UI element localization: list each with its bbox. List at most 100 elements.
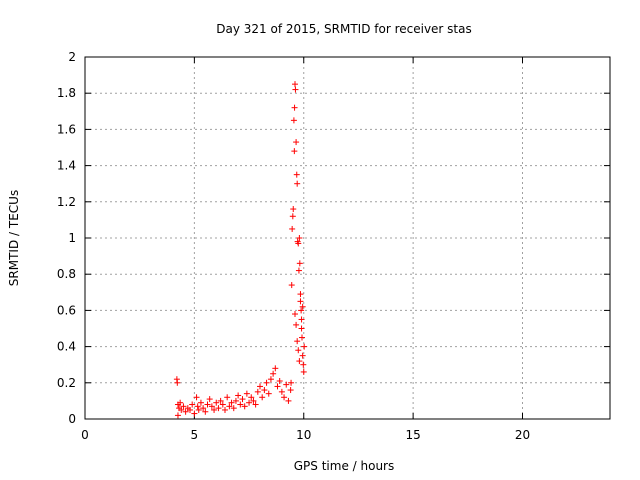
data-point bbox=[299, 352, 306, 359]
scatter-points bbox=[173, 81, 308, 419]
y-tick-label: 0.2 bbox=[57, 376, 76, 390]
x-tick-label: 15 bbox=[405, 428, 420, 442]
data-point bbox=[296, 235, 303, 241]
data-point bbox=[289, 225, 296, 232]
data-point bbox=[293, 321, 300, 328]
y-tick-label: 1.8 bbox=[57, 86, 76, 100]
x-tick-label: 20 bbox=[515, 428, 530, 442]
data-point bbox=[208, 403, 215, 410]
data-point bbox=[174, 379, 181, 386]
data-point bbox=[261, 387, 268, 394]
data-point bbox=[270, 370, 277, 377]
data-point bbox=[298, 325, 305, 332]
data-point bbox=[285, 397, 292, 404]
data-point bbox=[230, 405, 237, 412]
y-tick-label: 0.8 bbox=[57, 267, 76, 281]
data-point bbox=[299, 334, 305, 341]
data-point bbox=[217, 397, 224, 404]
x-tick-label: 5 bbox=[191, 428, 199, 442]
data-point bbox=[222, 406, 228, 413]
x-axis-label: GPS time / hours bbox=[294, 459, 395, 473]
data-point bbox=[299, 303, 306, 310]
data-point bbox=[293, 139, 300, 146]
data-point bbox=[213, 399, 220, 406]
data-point bbox=[297, 298, 304, 305]
data-point bbox=[226, 403, 233, 410]
data-point bbox=[246, 399, 253, 406]
data-point bbox=[206, 396, 213, 403]
y-axis-label: SRMTID / TECUs bbox=[7, 190, 21, 286]
data-point bbox=[180, 403, 187, 410]
data-point bbox=[243, 390, 250, 397]
data-point bbox=[290, 206, 297, 213]
y-axis: 0 0.2 0.4 0.6 0.8 1 1.2 1.4 1.6 1.8 2 bbox=[57, 50, 610, 426]
data-point bbox=[289, 213, 296, 220]
data-point bbox=[276, 377, 283, 384]
data-point bbox=[290, 117, 297, 124]
data-point bbox=[294, 338, 301, 345]
data-point bbox=[259, 394, 266, 401]
y-tick-label: 1.2 bbox=[57, 195, 76, 209]
grid bbox=[85, 57, 610, 419]
data-point bbox=[267, 376, 274, 383]
data-point bbox=[292, 311, 298, 318]
data-point bbox=[274, 383, 281, 390]
data-point bbox=[235, 392, 242, 399]
data-point bbox=[187, 406, 193, 413]
data-point bbox=[182, 408, 189, 415]
data-point bbox=[189, 401, 196, 408]
data-point bbox=[283, 381, 290, 388]
data-point bbox=[297, 291, 304, 298]
data-point bbox=[219, 401, 226, 408]
data-point bbox=[298, 316, 305, 323]
data-point bbox=[291, 104, 298, 111]
data-point bbox=[215, 405, 222, 412]
data-point bbox=[237, 401, 244, 408]
data-point bbox=[193, 394, 200, 401]
data-point bbox=[200, 405, 207, 412]
data-point bbox=[250, 397, 257, 404]
data-point bbox=[295, 240, 302, 247]
data-point bbox=[228, 399, 235, 406]
y-tick-label: 0.4 bbox=[57, 340, 76, 354]
y-tick-label: 1.4 bbox=[57, 159, 76, 173]
x-tick-label: 0 bbox=[81, 428, 89, 442]
data-point bbox=[204, 401, 211, 408]
data-point bbox=[288, 379, 295, 386]
y-tick-label: 1.6 bbox=[57, 122, 76, 136]
data-point bbox=[294, 180, 301, 187]
data-point bbox=[174, 412, 181, 419]
data-point bbox=[272, 365, 279, 372]
data-point bbox=[292, 81, 298, 88]
data-point bbox=[191, 410, 198, 417]
data-point bbox=[252, 401, 259, 408]
data-point bbox=[301, 343, 308, 350]
chart-title: Day 321 of 2015, SRMTID for receiver sta… bbox=[216, 22, 472, 36]
data-point bbox=[278, 388, 285, 395]
data-point bbox=[254, 388, 261, 395]
plot-frame bbox=[84, 56, 611, 420]
y-tick-label: 0 bbox=[68, 412, 76, 426]
data-point bbox=[263, 379, 270, 386]
data-point bbox=[178, 406, 185, 413]
data-point bbox=[295, 347, 302, 354]
data-point bbox=[224, 394, 231, 401]
x-axis: 0 5 10 15 20 bbox=[81, 57, 530, 442]
data-point bbox=[296, 358, 303, 365]
x-tick-label: 10 bbox=[296, 428, 311, 442]
data-point bbox=[265, 390, 272, 397]
data-point bbox=[300, 368, 307, 375]
data-point bbox=[257, 383, 263, 390]
data-point bbox=[232, 397, 239, 404]
data-point bbox=[197, 399, 204, 406]
data-point bbox=[300, 361, 307, 368]
data-point bbox=[195, 406, 202, 413]
data-point bbox=[296, 260, 303, 267]
data-point bbox=[295, 267, 302, 274]
data-point bbox=[248, 394, 255, 401]
data-point bbox=[292, 86, 299, 93]
y-tick-label: 0.6 bbox=[57, 303, 76, 317]
data-point bbox=[281, 394, 288, 401]
data-point bbox=[241, 403, 248, 410]
data-point bbox=[239, 396, 246, 403]
